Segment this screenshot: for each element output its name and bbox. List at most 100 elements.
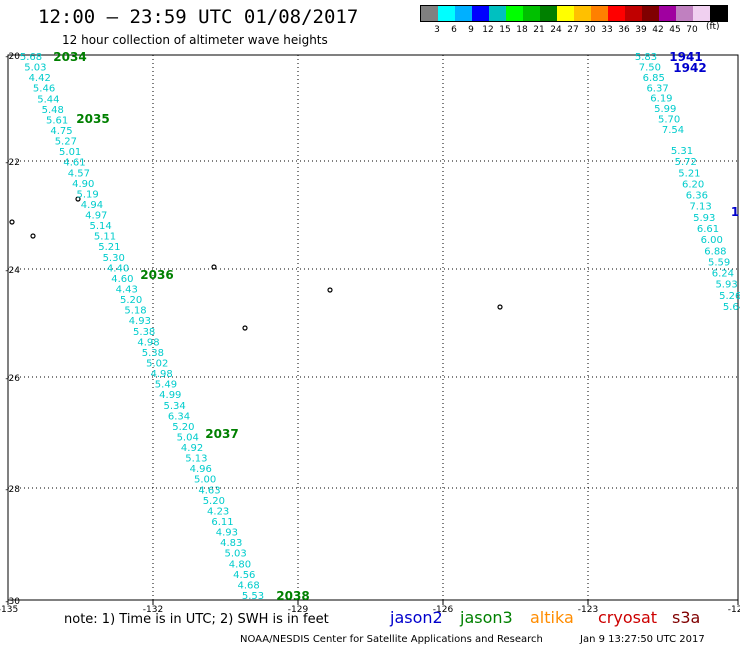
legend-label: 15 — [499, 25, 511, 35]
lat-tick-label: -20 — [5, 52, 20, 62]
wave-height-value: 5.70 — [658, 115, 680, 126]
wave-height-value: 5.11 — [94, 232, 116, 243]
wave-height-value: 5.46 — [33, 84, 55, 95]
pass-time-label: 1941 — [669, 50, 702, 64]
wave-height-value: 4.99 — [159, 390, 181, 401]
legend-label: 30 — [584, 25, 596, 35]
legend-label: 70 — [686, 25, 698, 35]
legend-label: 9 — [468, 25, 474, 35]
wave-height-value: 5.18 — [124, 306, 146, 317]
island-marker — [30, 233, 36, 239]
mission-jason2: jason2 — [390, 608, 443, 627]
legend-swatch — [710, 6, 727, 21]
legend-swatch — [455, 6, 472, 21]
source-credit: NOAA/NESDIS Center for Satellite Applica… — [240, 634, 543, 645]
wave-height-value: 5.48 — [42, 105, 64, 116]
wave-height-value: 5.99 — [654, 104, 676, 115]
legend-swatches — [420, 5, 728, 22]
lat-tick-label: -30 — [5, 597, 20, 607]
lon-tick-label: -120 — [728, 605, 740, 615]
pass-time-label: 2036 — [140, 268, 173, 282]
wave-height-value: 5.20 — [172, 422, 194, 433]
map-subtitle: 12 hour collection of altimeter wave hei… — [62, 33, 328, 47]
wave-height-value: 4.93 — [216, 528, 238, 539]
legend-label: 39 — [635, 25, 647, 35]
wave-height-value: 4.94 — [81, 200, 103, 211]
wave-height-value: 4.68 — [238, 580, 260, 591]
wave-height-value: 5.64 — [723, 302, 740, 313]
legend-swatch — [523, 6, 540, 21]
wave-height-value: 4.40 — [107, 263, 129, 274]
legend-swatch — [438, 6, 455, 21]
wave-height-value: 5.21 — [98, 242, 120, 253]
legend-swatch — [591, 6, 608, 21]
wave-height-value: 4.98 — [150, 369, 172, 380]
lat-tick-label: -24 — [5, 266, 20, 276]
legend-swatch — [625, 6, 642, 21]
island-marker — [75, 196, 81, 202]
wave-height-value: 4.43 — [116, 285, 138, 296]
legend-swatch — [642, 6, 659, 21]
wave-height-value: 5.27 — [55, 137, 77, 148]
legend-swatch — [659, 6, 676, 21]
pass-time-label: 1942 — [673, 61, 706, 75]
legend-swatch — [557, 6, 574, 21]
wave-height-value: 5.00 — [194, 475, 216, 486]
wave-height-value: 6.61 — [697, 224, 719, 235]
wave-height-value: 5.93 — [715, 280, 737, 291]
wave-height-value: 4.80 — [229, 559, 251, 570]
wave-height-value: 4.98 — [137, 337, 159, 348]
wave-height-value: 6.00 — [701, 235, 723, 246]
wave-height-value: 5.14 — [90, 221, 112, 232]
wave-height-value: 5.26 — [719, 291, 740, 302]
wave-height-value: 5.72 — [675, 157, 697, 168]
legend-label: 18 — [516, 25, 528, 35]
mission-altika: altika — [530, 608, 574, 627]
mission-s3a: s3a — [672, 608, 701, 627]
mission-cryosat: cryosat — [598, 608, 658, 627]
lat-tick-label: -26 — [5, 374, 20, 384]
wave-height-value: 5.30 — [103, 253, 125, 264]
wave-height-value: 5.38 — [133, 327, 155, 338]
wave-height-value: 5.02 — [146, 358, 168, 369]
legend-label: 45 — [669, 25, 681, 35]
wave-height-value: 5.38 — [142, 348, 164, 359]
map-frame — [7, 54, 739, 601]
legend-label: 27 — [567, 25, 579, 35]
wave-height-value: 4.23 — [207, 506, 229, 517]
pass-time-label: 2037 — [205, 427, 238, 441]
wave-height-value: 5.21 — [678, 168, 700, 179]
wave-height-value: 5.68 — [20, 52, 42, 63]
wave-height-value: 4.90 — [72, 179, 94, 190]
wave-height-value: 4.57 — [68, 168, 90, 179]
legend-label: 21 — [533, 25, 545, 35]
legend-label: 42 — [652, 25, 664, 35]
legend-swatch — [489, 6, 506, 21]
wave-height-value: 6.20 — [682, 179, 704, 190]
island-marker — [9, 219, 15, 225]
island-marker — [497, 304, 503, 310]
wave-height-value: 6.24 — [712, 269, 734, 280]
lon-tick-label: -123 — [578, 605, 598, 615]
wave-height-value: 7.50 — [639, 62, 661, 73]
legend-label: 3 — [434, 25, 440, 35]
wave-height-value: 4.83 — [220, 538, 242, 549]
timestamp: Jan 9 13:27:50 UTC 2017 — [580, 634, 705, 645]
wave-height-value: 5.49 — [155, 380, 177, 391]
map-title: 12:00 — 23:59 UTC 01/08/2017 — [38, 6, 359, 28]
legend-label: 33 — [601, 25, 613, 35]
wave-height-value: 6.88 — [704, 246, 726, 257]
island-marker — [242, 325, 248, 331]
wave-height-value: 6.19 — [650, 94, 672, 105]
wave-height-value: 4.42 — [29, 73, 51, 84]
pass-time-label: 2038 — [276, 589, 309, 603]
wave-height-value: 5.93 — [693, 213, 715, 224]
legend-swatch — [676, 6, 693, 21]
wave-height-value: 5.03 — [24, 63, 46, 74]
lat-tick-label: -28 — [5, 485, 20, 495]
lon-tick-label: -132 — [143, 605, 163, 615]
island-marker — [211, 264, 217, 270]
wave-height-value: 4.93 — [129, 316, 151, 327]
